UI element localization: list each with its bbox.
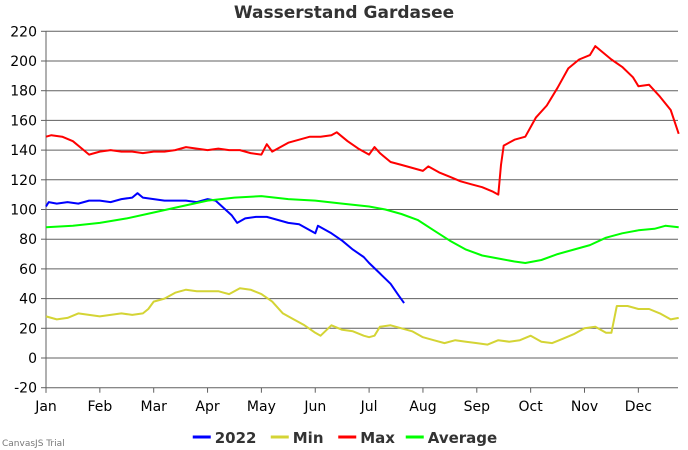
series-2022	[45, 192, 405, 304]
legend-label: 2022	[215, 429, 257, 447]
series-average	[45, 195, 679, 264]
y-tick-label: 80	[19, 232, 37, 248]
x-tick-label: Nov	[571, 399, 598, 415]
x-tick-label: Jun	[303, 399, 326, 415]
y-tick-label: -20	[14, 381, 37, 397]
y-tick-label: 180	[10, 84, 37, 100]
chart-title: Wasserstand Gardasee	[234, 3, 454, 23]
x-tick-label: Jan	[34, 399, 57, 415]
x-tick-label: Oct	[519, 399, 544, 415]
legend-label: Max	[360, 429, 395, 447]
legend: 2022 Min Max Average	[192, 429, 497, 447]
y-tick-label: 120	[10, 173, 37, 189]
x-tick-label: Sep	[464, 399, 491, 415]
y-tick-label: 100	[10, 203, 37, 219]
x-tick-label: Feb	[87, 399, 112, 415]
x-axis: Jan Feb Mar Apr May Jun Jul Aug Sep Oct Nov Dec	[34, 387, 652, 415]
x-tick-label: Apr	[195, 399, 219, 415]
x-tick-label: Aug	[409, 399, 436, 415]
grid-lines	[46, 30, 678, 389]
y-axis: -20 0 20 40 60 80 100 120 140 160 180 200 220	[10, 24, 47, 397]
legend-label: Average	[428, 429, 497, 447]
credit-text: CanvasJS Trial	[2, 439, 65, 449]
legend-item-average[interactable]: Average	[405, 429, 497, 447]
series-max	[45, 45, 680, 196]
legend-item-max[interactable]: Max	[338, 429, 395, 447]
y-tick-label: 160	[10, 113, 37, 129]
x-tick-label: Mar	[140, 399, 167, 415]
y-tick-label: 20	[19, 321, 37, 337]
y-tick-label: 220	[10, 24, 37, 40]
series-min	[45, 287, 679, 346]
y-tick-label: 60	[19, 262, 37, 278]
x-tick-label: Dec	[625, 399, 652, 415]
y-tick-label: 40	[19, 292, 37, 308]
y-tick-label: 0	[28, 351, 37, 367]
x-tick-label: Jul	[360, 399, 378, 415]
series-lines	[45, 45, 680, 346]
x-tick-label: May	[247, 399, 276, 415]
legend-item-min[interactable]: Min	[270, 429, 324, 447]
legend-label: Min	[293, 429, 324, 447]
legend-item-2022[interactable]: 2022	[192, 429, 257, 447]
y-tick-label: 200	[10, 54, 37, 70]
y-tick-label: 140	[10, 143, 37, 159]
